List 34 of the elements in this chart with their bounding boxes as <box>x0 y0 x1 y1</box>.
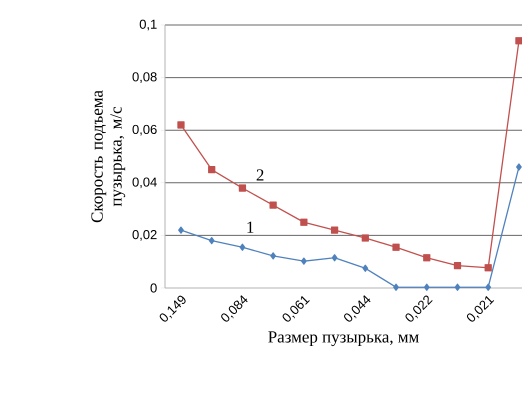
point <box>423 254 430 262</box>
series-label: 2 <box>256 169 264 181</box>
point <box>332 254 338 262</box>
y-tick-label: 0,04 <box>132 177 157 188</box>
point <box>484 264 492 272</box>
point <box>300 218 308 226</box>
series-label: 1 <box>247 222 254 233</box>
point <box>424 284 430 291</box>
y-tick-label: 0,1 <box>140 20 157 30</box>
point <box>393 284 399 291</box>
x-axis-title: Размер пузырька, мм <box>268 331 419 346</box>
y-tick-label: 0,06 <box>132 124 157 136</box>
point <box>362 264 368 272</box>
y-tick-label: 0,02 <box>132 230 157 241</box>
point <box>516 163 522 171</box>
point <box>392 244 400 251</box>
point <box>270 202 277 209</box>
y-axis-title: Скорость подъема пузырька, м/с <box>91 90 126 222</box>
point <box>178 226 184 234</box>
point <box>300 258 307 265</box>
point <box>454 284 460 291</box>
y-tick-label: 0 <box>150 283 157 293</box>
point <box>270 252 276 260</box>
y-tick-label: 0,08 <box>132 72 157 83</box>
point <box>362 234 369 242</box>
point <box>240 244 246 251</box>
point <box>208 166 216 174</box>
point <box>515 37 522 44</box>
point <box>238 184 246 192</box>
point <box>177 121 185 129</box>
point <box>485 284 492 291</box>
point <box>330 226 338 234</box>
point <box>208 237 215 244</box>
point <box>454 262 462 270</box>
